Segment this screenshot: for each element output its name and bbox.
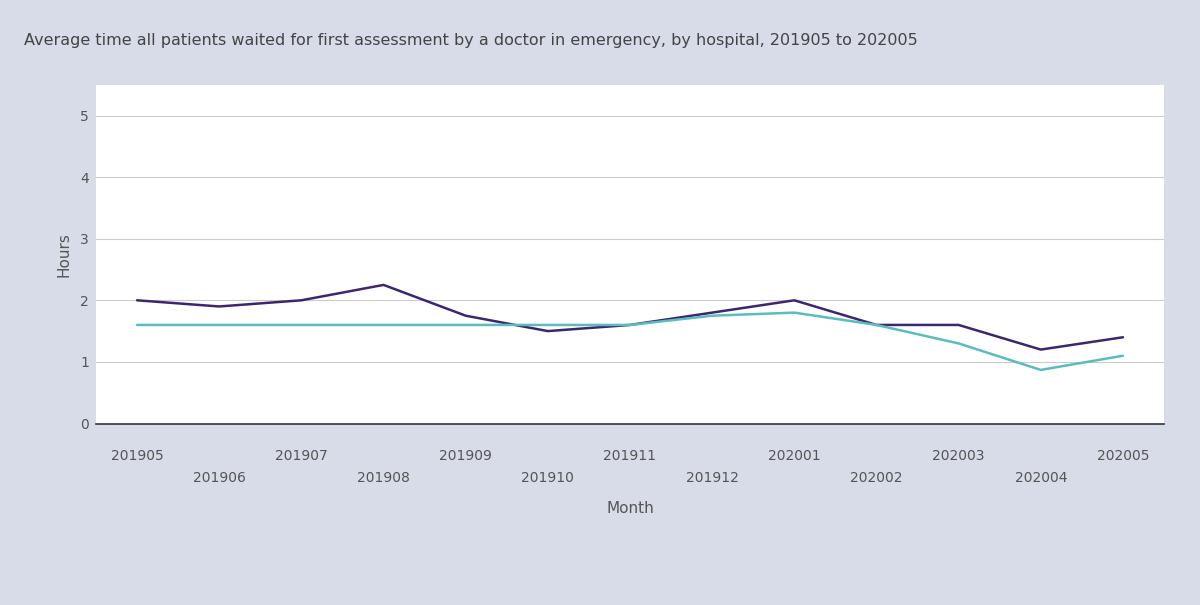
Ontario xyxy=(1116,352,1130,359)
Line: Erie Shores Healthcare: Erie Shores Healthcare xyxy=(137,285,1123,350)
Erie Shores Healthcare xyxy=(212,303,227,310)
Text: 201911: 201911 xyxy=(604,448,656,462)
Line: Ontario: Ontario xyxy=(137,313,1123,370)
Erie Shores Healthcare xyxy=(458,312,473,319)
Text: 201909: 201909 xyxy=(439,448,492,462)
Ontario xyxy=(458,321,473,329)
X-axis label: Month: Month xyxy=(606,500,654,515)
Erie Shores Healthcare xyxy=(952,321,966,329)
Erie Shores Healthcare xyxy=(787,296,802,304)
Text: 202004: 202004 xyxy=(1014,471,1067,485)
Ontario xyxy=(377,321,391,329)
Text: 201912: 201912 xyxy=(685,471,738,485)
Text: 202003: 202003 xyxy=(932,448,985,462)
Text: Average time all patients waited for first assessment by a doctor in emergency, : Average time all patients waited for fir… xyxy=(24,33,918,48)
Text: 201906: 201906 xyxy=(193,471,246,485)
Ontario xyxy=(704,312,719,319)
Text: 201905: 201905 xyxy=(110,448,163,462)
Y-axis label: Hours: Hours xyxy=(56,232,72,276)
Ontario xyxy=(130,321,144,329)
Text: 202001: 202001 xyxy=(768,448,821,462)
Erie Shores Healthcare xyxy=(623,321,637,329)
Erie Shores Healthcare xyxy=(541,327,556,335)
Erie Shores Healthcare xyxy=(704,309,719,316)
Ontario xyxy=(623,321,637,329)
Ontario xyxy=(294,321,308,329)
Ontario xyxy=(212,321,227,329)
Ontario xyxy=(541,321,556,329)
Text: 202002: 202002 xyxy=(851,471,902,485)
Ontario xyxy=(952,340,966,347)
Erie Shores Healthcare xyxy=(1116,333,1130,341)
Text: 201908: 201908 xyxy=(358,471,410,485)
Erie Shores Healthcare xyxy=(294,296,308,304)
Text: 201910: 201910 xyxy=(522,471,575,485)
Ontario xyxy=(869,321,883,329)
Erie Shores Healthcare xyxy=(377,281,391,289)
Erie Shores Healthcare xyxy=(130,296,144,304)
Text: 202005: 202005 xyxy=(1097,448,1150,462)
Ontario xyxy=(1033,366,1048,373)
Text: 201907: 201907 xyxy=(275,448,328,462)
Erie Shores Healthcare xyxy=(1033,346,1048,353)
Ontario xyxy=(787,309,802,316)
Erie Shores Healthcare xyxy=(869,321,883,329)
